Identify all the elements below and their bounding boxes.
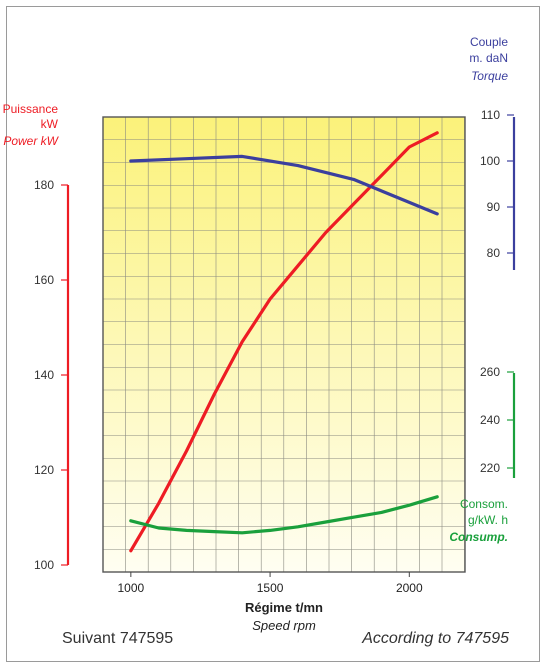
torque-tick-label: 90 (487, 200, 501, 214)
grid-lines (102, 116, 466, 573)
plot-border (102, 116, 466, 573)
consumption-axis-title: g/kW. h (468, 513, 508, 527)
torque-tick-label: 110 (481, 108, 500, 122)
torque-series-line (129, 154, 439, 216)
footer-right-reference: According to 747595 (362, 630, 509, 647)
consumption-tick-label: 220 (480, 461, 500, 475)
power-axis-title: Puissance (3, 102, 59, 116)
axes (61, 114, 516, 577)
power-axis-title: Power kW (3, 134, 59, 148)
torque-tick-label: 100 (480, 154, 500, 168)
axis-labels: 1000 1500 2000 Régime t/mn Speed rpm 100 120 14… (3, 35, 509, 633)
consumption-tick-label: 240 (480, 413, 500, 427)
power-series-line (129, 131, 439, 553)
consumption-axis-title: Consump. (449, 530, 508, 544)
x-tick-label: 1000 (117, 581, 144, 595)
x-tick-label: 1500 (257, 581, 284, 595)
series-lines (129, 131, 439, 553)
power-tick-label: 120 (34, 463, 54, 477)
x-tick-label: 2000 (396, 581, 423, 595)
torque-tick-label: 80 (487, 246, 501, 260)
x-axis-label-en: Speed rpm (252, 618, 316, 633)
power-tick-label: 160 (34, 273, 54, 287)
power-tick-label: 140 (34, 368, 54, 382)
power-tick-label: 100 (34, 558, 54, 572)
torque-axis-title: m. daN (469, 51, 508, 65)
consumption-axis-title: Consom. (460, 497, 508, 511)
x-axis-label: Régime t/mn (245, 600, 323, 615)
consumption-tick-label: 260 (480, 365, 500, 379)
power-axis-title: kW (41, 117, 59, 131)
power-tick-label: 180 (34, 178, 54, 192)
consumption-series-line (129, 495, 439, 535)
torque-axis-title: Torque (471, 69, 508, 83)
torque-axis-title: Couple (470, 35, 508, 49)
footer-left-reference: Suivant 747595 (62, 630, 174, 647)
